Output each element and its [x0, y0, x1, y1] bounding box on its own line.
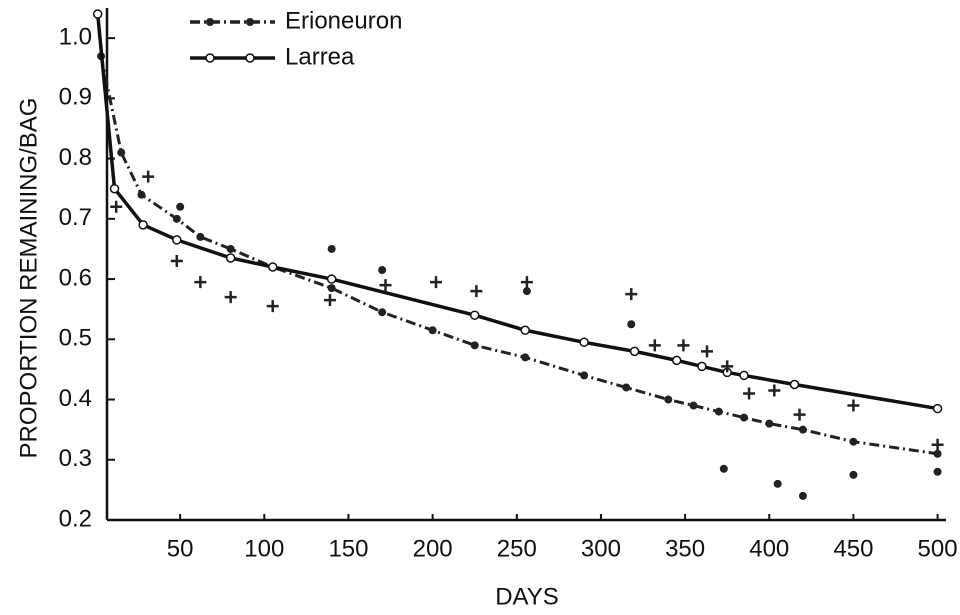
dot-marker — [176, 202, 185, 211]
dot-marker — [522, 287, 531, 296]
dot-marker — [580, 371, 589, 380]
dot-marker — [137, 190, 146, 199]
y-tick-label: 1.0 — [59, 23, 92, 50]
dot-marker — [689, 401, 698, 410]
cross-marker — [700, 345, 713, 358]
cross-marker — [677, 339, 690, 352]
cross-marker — [847, 399, 860, 412]
circle-marker — [739, 370, 749, 381]
y-tick-label: 0.6 — [59, 264, 92, 291]
circle-marker — [245, 53, 255, 63]
circle-marker — [469, 310, 480, 320]
dot-marker — [470, 341, 479, 350]
circle-marker — [629, 346, 640, 357]
x-tick-label: 350 — [665, 535, 705, 562]
circle-marker — [109, 183, 120, 194]
cross-marker — [768, 384, 781, 397]
dot-marker — [719, 464, 728, 473]
circle-marker — [789, 379, 800, 390]
y-tick-label: 0.5 — [59, 325, 92, 352]
cross-marker — [224, 291, 237, 304]
cross-marker — [625, 288, 638, 301]
cross-marker — [743, 387, 756, 400]
dot-marker — [196, 232, 205, 241]
dot-marker — [226, 244, 235, 253]
circle-marker — [520, 325, 530, 336]
x-tick-label: 500 — [918, 535, 958, 562]
cross-marker — [266, 300, 279, 313]
legend-label: Larrea — [285, 43, 355, 70]
circle-marker — [225, 253, 236, 263]
x-tick-label: 150 — [328, 535, 368, 562]
y-tick-label: 0.7 — [59, 204, 92, 231]
circle-marker — [697, 361, 707, 372]
x-tick-label: 250 — [497, 535, 537, 562]
dot-marker — [765, 419, 774, 428]
cross-marker — [430, 276, 442, 289]
dot-marker — [206, 18, 214, 26]
circle-marker — [579, 337, 589, 348]
y-tick-label: 0.8 — [59, 144, 92, 171]
cross-marker — [170, 254, 183, 267]
cross-marker — [194, 276, 207, 289]
dot-marker — [521, 353, 530, 362]
circle-marker — [92, 9, 103, 19]
y-tick-label: 0.3 — [59, 445, 92, 472]
circle-marker — [932, 403, 943, 414]
circle-marker — [267, 262, 278, 272]
x-tick-label: 400 — [749, 535, 789, 562]
circle-marker — [671, 355, 682, 366]
cross-marker — [470, 285, 483, 298]
y-axis-label: PROPORTION REMAINING/BAG — [15, 98, 42, 459]
dot-marker — [327, 284, 336, 293]
cross-marker — [110, 200, 123, 213]
series-line — [99, 55, 938, 456]
dot-marker — [378, 308, 387, 317]
dot-marker — [740, 413, 749, 422]
dot-marker — [327, 244, 336, 253]
dot-marker — [933, 449, 942, 458]
cross-marker — [142, 170, 155, 183]
dot-marker — [627, 320, 636, 329]
circle-marker — [172, 235, 182, 245]
x-tick-label: 100 — [244, 535, 284, 562]
cross-marker — [648, 339, 661, 352]
cross-marker — [520, 276, 533, 289]
y-tick-label: 0.2 — [59, 505, 92, 532]
circle-marker — [138, 220, 148, 230]
circle-marker — [326, 274, 337, 284]
y-tick-label: 0.9 — [59, 84, 92, 111]
dot-marker — [798, 425, 807, 434]
x-tick-label: 300 — [581, 535, 621, 562]
dot-marker — [172, 214, 181, 223]
series-line — [95, 13, 938, 411]
x-axis-label: DAYS — [495, 583, 559, 610]
x-tick-label: 50 — [167, 535, 194, 562]
dot-marker — [773, 479, 782, 488]
dot-marker — [117, 148, 126, 157]
dot-marker — [849, 470, 858, 479]
x-tick-label: 450 — [833, 535, 873, 562]
dot-marker — [378, 266, 387, 275]
dot-marker — [664, 395, 673, 404]
y-tick-label: 0.4 — [59, 385, 92, 412]
dot-marker — [849, 437, 858, 446]
dot-marker — [933, 467, 942, 476]
x-tick-label: 200 — [413, 535, 453, 562]
cross-marker — [379, 279, 392, 292]
cross-marker — [931, 438, 944, 451]
dot-marker — [798, 491, 807, 500]
dot-marker — [428, 326, 437, 335]
cross-marker — [721, 360, 734, 373]
cross-marker — [323, 294, 336, 307]
circle-marker — [205, 53, 215, 63]
dot-marker — [714, 407, 723, 416]
legend-label: Erioneuron — [285, 7, 402, 34]
cross-marker — [793, 408, 806, 421]
dot-marker — [246, 18, 254, 26]
dot-marker — [622, 383, 631, 392]
